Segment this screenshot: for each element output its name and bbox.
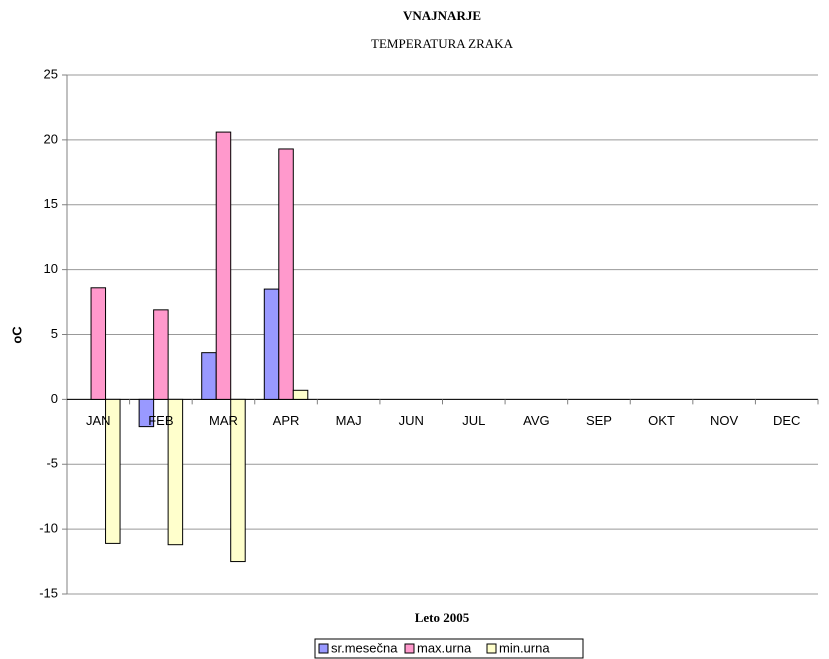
legend-label: sr.mesečna <box>331 640 398 655</box>
x-tick-label: JAN <box>86 413 111 428</box>
bar <box>138 398 155 428</box>
legend-swatch <box>486 643 497 654</box>
y-tick-label: 10 <box>44 261 58 276</box>
bar <box>230 398 246 563</box>
legend-box <box>314 638 584 659</box>
bar <box>153 309 169 400</box>
y-axis-label: oC <box>9 326 24 344</box>
legend-label: min.urna <box>499 640 550 655</box>
x-tick-label: OKT <box>648 413 675 428</box>
x-tick-label: JUL <box>462 413 485 428</box>
x-tick-label: NOV <box>710 413 739 428</box>
y-tick-label: 0 <box>51 391 58 406</box>
bar <box>167 398 184 546</box>
chart-subtitle: TEMPERATURA ZRAKA <box>371 36 514 51</box>
bar <box>201 352 217 400</box>
x-tick-label: MAJ <box>336 413 362 428</box>
y-tick-label: -15 <box>39 585 58 600</box>
x-tick-label: MAR <box>209 413 238 428</box>
x-tick-label: FEB <box>148 413 173 428</box>
y-tick-label: -5 <box>46 456 58 471</box>
legend-swatch <box>404 643 415 654</box>
x-tick-label: APR <box>273 413 300 428</box>
y-tick-label: 15 <box>44 196 58 211</box>
bar <box>105 398 121 544</box>
y-tick-label: 5 <box>51 326 58 341</box>
y-tick-label: 25 <box>44 66 58 81</box>
x-tick-label: SEP <box>586 413 612 428</box>
bar <box>263 288 280 400</box>
legend-label: max.urna <box>417 640 472 655</box>
bar <box>292 389 309 400</box>
x-axis-label: Leto 2005 <box>415 610 470 625</box>
bar <box>278 148 294 400</box>
chart-title: VNAJNARJE <box>403 8 481 23</box>
x-tick-label: AVG <box>523 413 550 428</box>
y-tick-label: -10 <box>39 521 58 536</box>
bar <box>215 131 232 400</box>
bar <box>90 287 107 400</box>
y-tick-label: 20 <box>44 131 58 146</box>
legend-swatch <box>318 643 329 654</box>
x-tick-label: JUN <box>399 413 424 428</box>
x-tick-label: DEC <box>773 413 800 428</box>
